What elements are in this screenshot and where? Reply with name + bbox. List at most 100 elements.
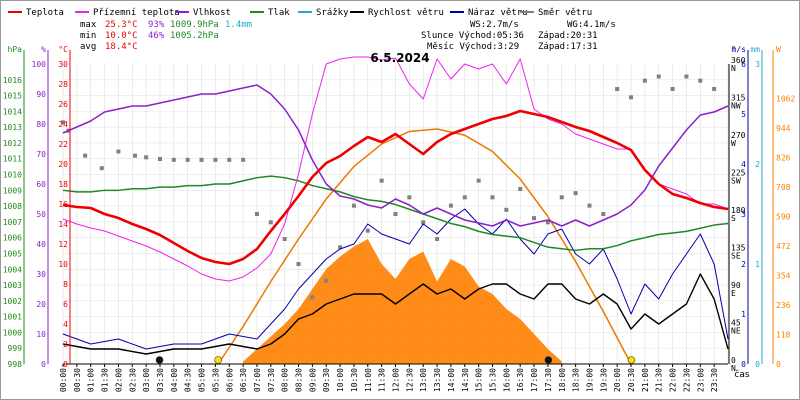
x-tick-label: 22:30	[682, 368, 691, 392]
wind-direction-point	[199, 157, 204, 162]
wind-dir-tick-label: NW	[731, 102, 741, 111]
grid	[62, 64, 729, 365]
humidity-tick-label: 40	[36, 240, 46, 249]
legend-label: Tlak	[268, 8, 290, 18]
wind-dir-tick-value: 360	[731, 56, 746, 65]
wind-direction-point	[351, 203, 356, 208]
pressure-tick-label: 1003	[3, 281, 22, 290]
wind-direction-point	[712, 87, 717, 91]
stats-min-temp: 10.0°C	[105, 31, 138, 41]
x-tick-label: 22:00	[669, 368, 678, 392]
pressure-tick-label: 1013	[3, 123, 22, 132]
stats-min-label: min	[80, 31, 96, 41]
wind-info-sunrise: Slunce Východ:05:36	[421, 31, 524, 41]
legend-label: Přízemní teplota	[93, 8, 180, 18]
sun-curve-layer	[217, 128, 632, 365]
temperature-tick-label: 18	[58, 180, 68, 189]
wind-dir-tick-value: 270	[731, 131, 746, 140]
x-tick-label: 05:00	[198, 368, 207, 392]
wind-dir-tick-label: E	[731, 289, 736, 298]
wind-direction-point	[573, 191, 578, 196]
wind-direction-point	[157, 157, 162, 161]
wind-direction-point	[171, 157, 176, 162]
x-tick-label: 17:00	[530, 368, 539, 392]
wind-direction-point	[296, 262, 301, 266]
legend-label: Teplota	[26, 8, 64, 18]
wind-speed-tick-label: 0	[741, 360, 746, 369]
legend: Teplota Přízemní teplota Vlhkost Tlak Srážky…	[8, 8, 592, 18]
moonrise-marker	[155, 356, 164, 364]
x-tick-label: 08:30	[295, 368, 304, 392]
x-tick-label: 18:30	[572, 368, 581, 392]
humidity-tick-label: 90	[36, 90, 46, 99]
pressure-tick-label: 1010	[3, 171, 22, 180]
stats-avg-temp: 18.4°C	[105, 42, 138, 52]
stats-min-press: 1005.2hPa	[170, 31, 219, 41]
x-tick-label: 13:30	[433, 368, 442, 392]
series-lines-layer	[62, 56, 729, 355]
wind-direction-point	[144, 155, 149, 160]
wind-direction-point	[698, 78, 703, 83]
sunrise-marker	[214, 356, 222, 364]
x-tick-label: 00:30	[73, 368, 82, 392]
pressure-tick-label: 999	[8, 344, 23, 353]
wind-info-ws: WS:2.7m/s	[470, 20, 519, 30]
wind-dir-tick-value: 135	[731, 244, 746, 253]
x-tick-label: 12:00	[392, 368, 401, 392]
wind-direction-point	[448, 203, 453, 208]
x-tick-label: 14:30	[461, 368, 470, 392]
wind-dir-tick-label: S	[731, 214, 736, 223]
wind-direction-point	[116, 149, 121, 154]
radiation-tick-label: 118	[776, 331, 791, 340]
wind-info-panel: WS:2.7m/s WG:4.1m/s Slunce Východ:05:36 …	[421, 20, 616, 52]
pressure-tick-label: 1001	[3, 313, 22, 322]
wind-speed-tick-label: 1	[741, 310, 746, 319]
temperature-tick-label: 12	[58, 240, 68, 249]
x-tick-label: 17:30	[544, 368, 553, 392]
radiation-tick-label: 590	[776, 213, 791, 222]
legend-label: Rychlost větru	[368, 8, 444, 18]
stats-max-press: 1009.9hPa	[170, 20, 219, 30]
precip-tick-label: 1	[755, 260, 760, 269]
astro-markers	[155, 356, 636, 364]
x-tick-label: 11:00	[364, 368, 373, 392]
stats-avg-label: avg	[80, 42, 96, 52]
wind-dir-tick-label: N	[731, 364, 736, 373]
temperature-tick-label: 28	[58, 80, 68, 89]
series-line-feels_like	[62, 56, 729, 282]
precip-tick-label: 3	[755, 60, 760, 69]
temperature-tick-label: 30	[58, 60, 68, 69]
series-line-humidity	[62, 84, 729, 227]
x-tick-label: 03:00	[142, 368, 151, 392]
x-tick-label: 23:00	[696, 368, 705, 392]
sunset-marker	[627, 356, 636, 364]
x-tick-label: 03:30	[156, 368, 165, 392]
wind-direction-point	[133, 153, 138, 158]
wind-direction-point	[254, 212, 259, 216]
x-axis-label: čas	[734, 369, 749, 380]
wind-dir-tick-label: SE	[731, 252, 741, 261]
wind-direction-point	[407, 195, 412, 200]
wind-dir-tick-value: 225	[731, 169, 746, 178]
x-tick-label: 04:00	[170, 368, 179, 392]
temperature-tick-label: 26	[58, 100, 68, 109]
legend-label: Náraz větru	[468, 8, 528, 18]
sun-curve	[217, 128, 632, 365]
wind-direction-point	[435, 237, 440, 241]
x-tick-label: 01:30	[101, 368, 110, 392]
wind-info-moonrise: Měsíc Východ:3:29	[427, 42, 519, 52]
wind-info-moonset: Západ:17:31	[538, 42, 598, 52]
temperature-tick-label: 8	[63, 280, 68, 289]
temperature-tick-label: 4	[63, 320, 68, 329]
precip-unit-label: mm	[750, 45, 760, 54]
stats-max-rain: 1.4mm	[225, 20, 252, 30]
x-tick-label: 20:00	[613, 368, 622, 392]
pressure-tick-label: 1011	[3, 155, 22, 164]
humidity-unit-label: %	[41, 45, 46, 54]
x-tick-label: 06:00	[225, 368, 234, 392]
wind-dir-unit-label: °	[731, 45, 736, 54]
temperature-tick-label: 20	[58, 160, 68, 169]
wind-dir-tick-value: 315	[731, 94, 746, 103]
stats-panel: max 25.3°C 93% 1009.9hPa 1.4mm min 10.0°…	[80, 20, 252, 52]
